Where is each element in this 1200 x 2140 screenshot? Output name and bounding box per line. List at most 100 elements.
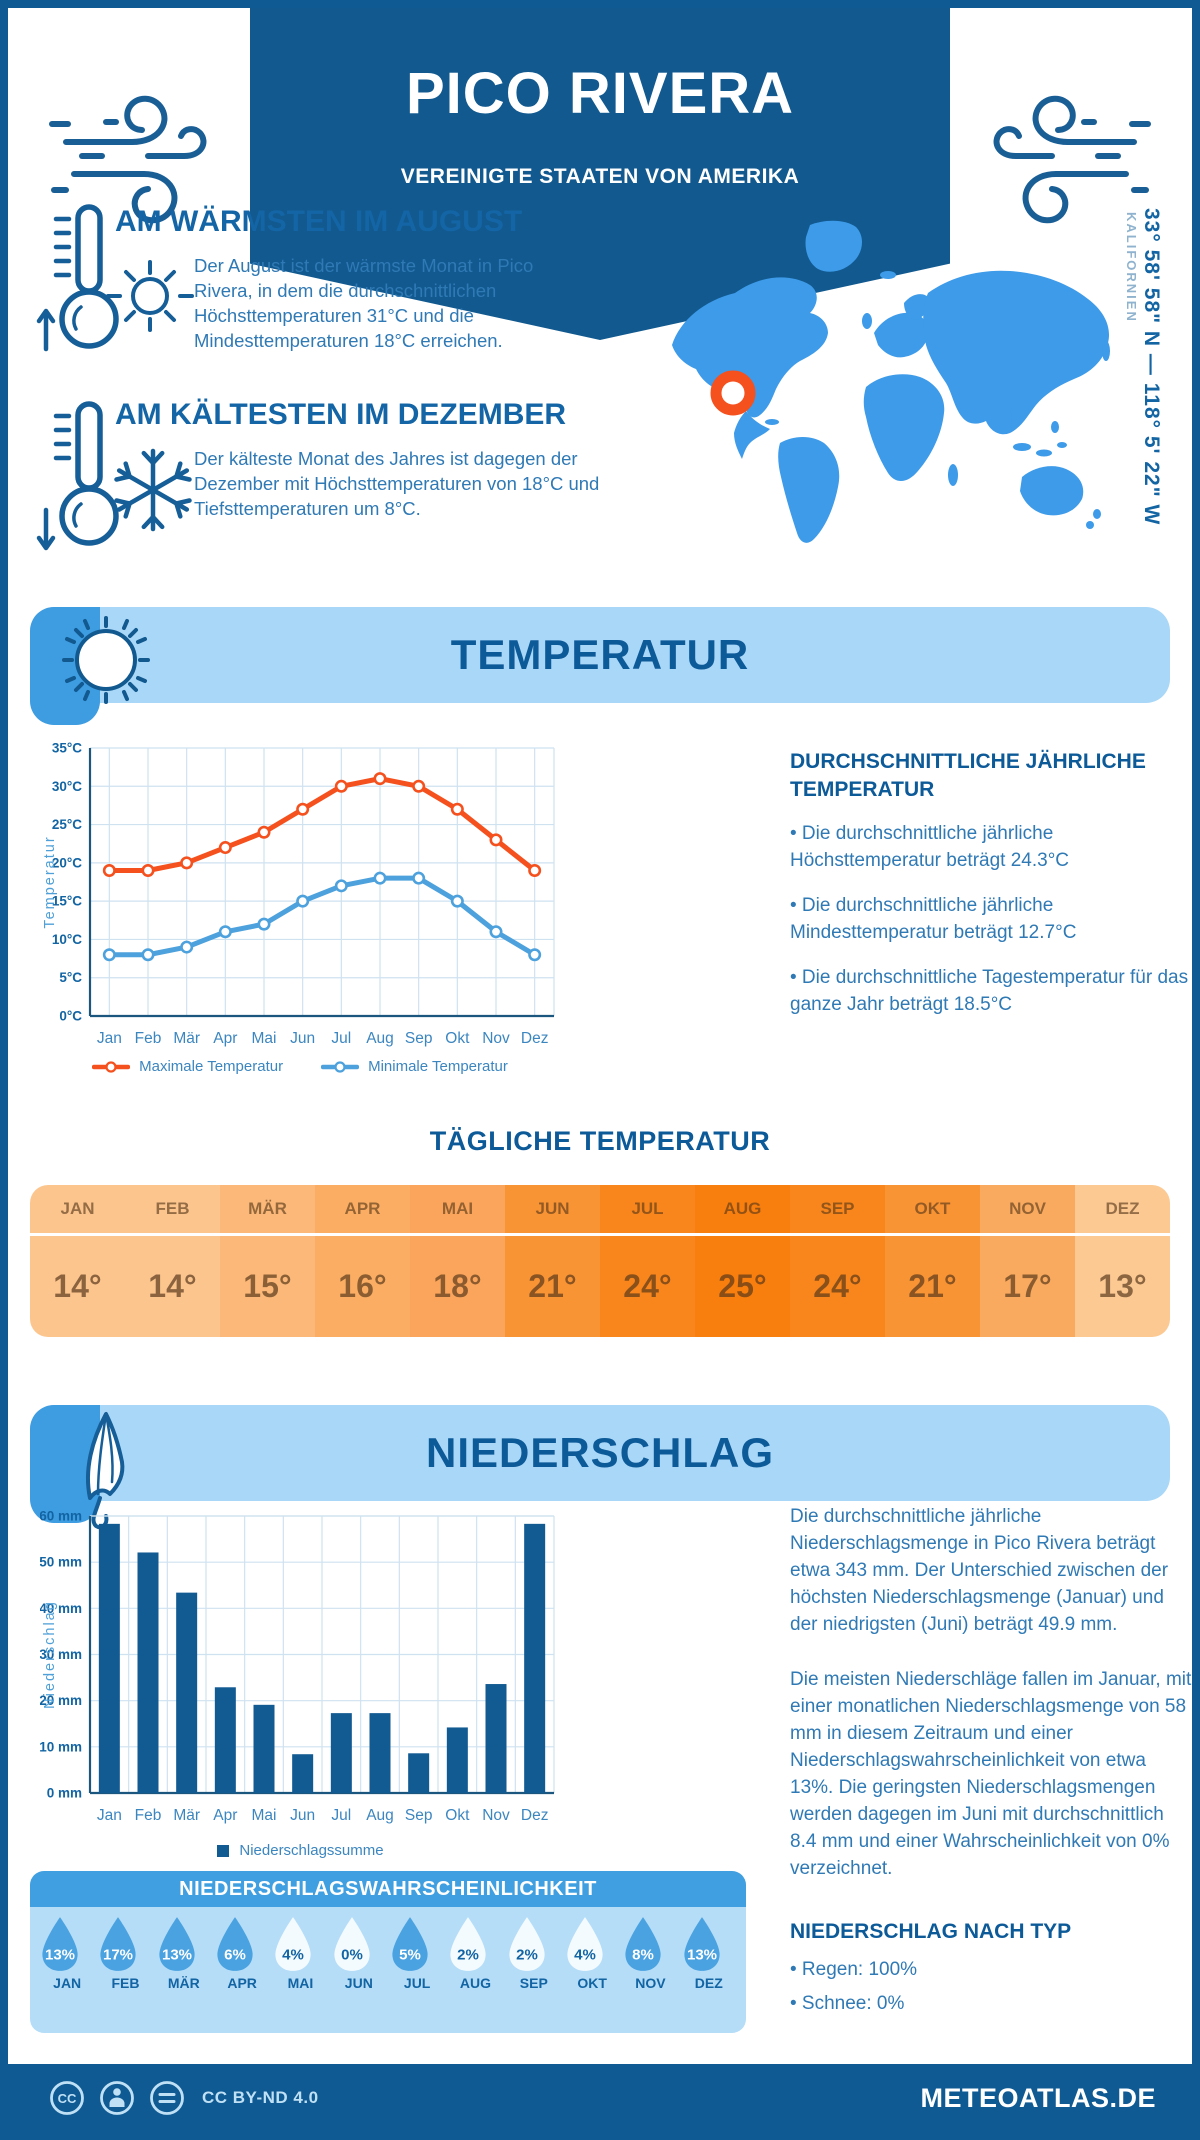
svg-text:Jul: Jul <box>331 1030 351 1047</box>
svg-text:Mai: Mai <box>252 1807 277 1824</box>
wind-icon <box>49 95 207 224</box>
svg-text:35°C: 35°C <box>52 741 82 756</box>
droplet-icon: 8% <box>625 1917 661 1971</box>
warmest-text: Der August ist der wärmste Monat in Pico… <box>194 255 534 351</box>
svg-text:30 mm: 30 mm <box>40 1647 82 1662</box>
temperature-section-banner <box>30 607 1170 703</box>
page-subtitle: VEREINIGTE STAATEN VON AMERIKA <box>400 165 800 188</box>
droplet-cell: 8% NOV <box>621 1915 679 2027</box>
daily-temperature-table: JAN 14° FEB 14° MÄR 15° APR 16° MAI 18° JUN 21° JUL 2… <box>30 1185 1170 1337</box>
legend-item: Niederschlagssumme <box>216 1842 384 1859</box>
legend-item: Minimale Temperatur <box>321 1058 508 1075</box>
daily-temp-cell: JUL 24° <box>600 1185 695 1337</box>
site-label: METEOATLAS.DE <box>920 2082 1156 2113</box>
central-america <box>734 411 770 459</box>
umbrella-icon <box>86 1412 125 1530</box>
svg-text:17%: 17% <box>103 1947 133 1964</box>
svg-text:2%: 2% <box>516 1947 538 1964</box>
droplet-cell: 5% JUL <box>388 1915 446 2027</box>
droplet-cell: 4% MAI <box>271 1915 329 2027</box>
daily-temp-cell: FEB 14° <box>125 1185 220 1337</box>
svg-text:40 mm: 40 mm <box>40 1601 82 1616</box>
sun-icon <box>106 260 194 332</box>
svg-text:5%: 5% <box>399 1947 421 1964</box>
precipitation-section-banner <box>30 1405 1170 1501</box>
africa <box>863 374 945 482</box>
svg-text:10 mm: 10 mm <box>40 1739 82 1754</box>
svg-text:20 mm: 20 mm <box>40 1693 82 1708</box>
precipitation-section-title: NIEDERSCHLAG <box>425 1429 775 1476</box>
south-america <box>778 437 840 543</box>
droplet-cell: 13% DEZ <box>680 1915 738 2027</box>
license-label: CC BY-ND 4.0 <box>202 2088 319 2107</box>
droplet-icon: 2% <box>509 1917 545 1971</box>
precipitation-probability-panel: NIEDERSCHLAGSWAHRSCHEINLICHKEIT 13% JAN 17… <box>30 1871 746 2033</box>
svg-text:Feb: Feb <box>135 1807 162 1824</box>
precip-type-bullet: • Schnee: 0% <box>790 1993 905 2014</box>
cc-license-icons: CC <box>48 2079 186 2117</box>
daily-temp-cell: JUN 21° <box>505 1185 600 1337</box>
svg-text:6%: 6% <box>224 1947 246 1964</box>
svg-text:60 mm: 60 mm <box>40 1509 82 1524</box>
north-america <box>672 277 828 418</box>
droplet-cell: 6% APR <box>213 1915 271 2027</box>
svg-text:13%: 13% <box>162 1947 192 1964</box>
droplet-cell: 0% JUN <box>330 1915 388 2027</box>
svg-text:Sep: Sep <box>405 1030 433 1047</box>
temperature-chart: 0°C 5°C 10°C 15°C 20°C 25°C 30°C 35°C Jan Feb Mär A… <box>42 741 555 1047</box>
droplet-icon: 5% <box>392 1917 428 1971</box>
header-banner: PICO RIVERA VEREINIGTE STAATEN VON AMERI… <box>250 8 950 340</box>
droplet-icon: 13% <box>159 1917 195 1971</box>
coldest-text: Der kälteste Monat des Jahres ist dagege… <box>194 448 600 519</box>
thermometer-warm-icon <box>36 204 119 352</box>
svg-text:Jan: Jan <box>97 1807 122 1824</box>
avg-temp-bullet: • Die durchschnittliche jährliche Mindes… <box>790 895 1077 943</box>
svg-text:10°C: 10°C <box>52 932 82 947</box>
droplet-cell: 4% OKT <box>563 1915 621 2027</box>
droplet-icon: 2% <box>450 1917 486 1971</box>
daily-temp-cell: MAI 18° <box>410 1185 505 1337</box>
greenland <box>805 220 862 272</box>
precipitation-chart: 0 mm 10 mm 20 mm 30 mm 40 mm 50 mm 60 mm Jan Feb… <box>40 1509 555 1824</box>
droplet-icon: 6% <box>217 1917 253 1971</box>
coldest-title: AM KÄLTESTEN IM DEZEMBER <box>115 398 567 431</box>
precip-type-bullet: • Regen: 100% <box>790 1959 918 1980</box>
region-label: KALIFORNIEN <box>1124 212 1139 323</box>
svg-text:Jan: Jan <box>97 1030 122 1047</box>
no-derivatives-icon <box>150 2081 184 2115</box>
droplet-icon: 13% <box>684 1917 720 1971</box>
svg-text:0 mm: 0 mm <box>47 1786 82 1801</box>
svg-text:Nov: Nov <box>482 1030 510 1047</box>
precip-type-heading: NIEDERSCHLAG NACH TYP <box>790 1920 1072 1943</box>
droplet-icon: 4% <box>567 1917 603 1971</box>
droplet-icon: 17% <box>100 1917 136 1971</box>
wind-icon <box>993 95 1151 224</box>
svg-text:Dez: Dez <box>521 1807 549 1824</box>
precipitation-chart-legend: Niederschlagssumme <box>40 1842 560 1859</box>
svg-text:Jun: Jun <box>290 1030 315 1047</box>
daily-temp-cell: DEZ 13° <box>1075 1185 1170 1337</box>
svg-text:20°C: 20°C <box>52 855 82 870</box>
snowflake-icon <box>114 448 192 532</box>
world-map <box>672 220 1110 543</box>
daily-temp-cell: SEP 24° <box>790 1185 885 1337</box>
thermometer-cold-icon <box>36 401 119 551</box>
droplet-icon: 0% <box>334 1917 370 1971</box>
svg-text:5°C: 5°C <box>59 970 82 985</box>
svg-text:Sep: Sep <box>405 1807 433 1824</box>
legend-item: Maximale Temperatur <box>92 1058 283 1075</box>
sun-banner-icon <box>62 616 150 704</box>
warmest-title: AM WÄRMSTEN IM AUGUST <box>115 205 523 238</box>
svg-text:0%: 0% <box>341 1947 363 1964</box>
temperature-chart-legend: Maximale Temperatur Minimale Temperatur <box>40 1058 560 1075</box>
svg-text:Dez: Dez <box>521 1030 549 1047</box>
precipitation-paragraph: Die meisten Niederschläge fallen im Janu… <box>790 1669 1192 1879</box>
daily-temp-cell: NOV 17° <box>980 1185 1075 1337</box>
svg-text:25°C: 25°C <box>52 817 82 832</box>
daily-temp-cell: AUG 25° <box>695 1185 790 1337</box>
footer: CC CC BY-ND 4.0 METEOATLAS.DE <box>8 2064 1192 2132</box>
svg-text:Mär: Mär <box>173 1807 200 1824</box>
probability-title: NIEDERSCHLAGSWAHRSCHEINLICHKEIT <box>30 1871 746 1907</box>
svg-text:Apr: Apr <box>213 1807 237 1824</box>
